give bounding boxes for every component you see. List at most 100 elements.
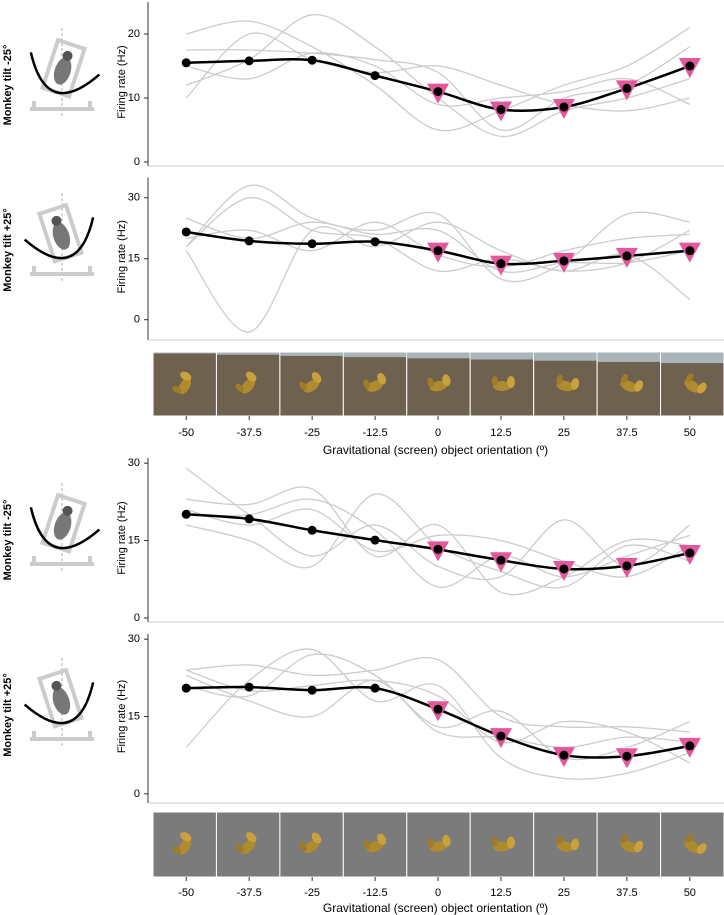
object-part bbox=[697, 843, 707, 854]
object-part bbox=[442, 374, 451, 387]
neuron-line bbox=[185, 184, 690, 283]
row-label: Monkey tilt -25° bbox=[2, 45, 14, 126]
x-tick-label: -37.5 bbox=[237, 887, 262, 899]
stimulus-sky bbox=[534, 352, 597, 361]
x-tick-label: -25 bbox=[304, 427, 320, 439]
row-label: Monkey tilt +25° bbox=[2, 673, 14, 757]
icon-monkey bbox=[52, 687, 71, 715]
icon-stand bbox=[30, 266, 94, 276]
x-tick-label: 50 bbox=[684, 887, 696, 899]
stimulus-object bbox=[172, 371, 192, 395]
data-point bbox=[559, 564, 569, 574]
x-tick-label: 25 bbox=[558, 427, 570, 439]
data-point bbox=[244, 56, 254, 66]
neuron-line bbox=[186, 653, 691, 761]
object-part bbox=[299, 842, 307, 851]
object-part bbox=[697, 382, 707, 394]
x-tick-label: 0 bbox=[435, 427, 441, 439]
y-tick-label: 10 bbox=[128, 92, 140, 104]
y-axis-label: Firing rate (Hz) bbox=[116, 680, 128, 753]
icon-chair bbox=[29, 492, 101, 554]
icon-arc bbox=[29, 52, 101, 95]
data-point bbox=[370, 683, 380, 693]
monkey-icon bbox=[23, 658, 95, 748]
object-part bbox=[685, 373, 694, 383]
object-part bbox=[556, 374, 563, 385]
monkey-icon bbox=[29, 28, 101, 118]
data-point bbox=[622, 83, 632, 93]
object-part bbox=[427, 377, 434, 388]
object-part bbox=[311, 372, 322, 383]
row-label: Monkey tilt -25° bbox=[2, 500, 14, 581]
data-point bbox=[433, 246, 443, 256]
object-part bbox=[570, 378, 580, 390]
object-part bbox=[235, 383, 244, 392]
stimulus-object bbox=[235, 371, 257, 394]
x-tick-label: 37.5 bbox=[616, 887, 637, 899]
object-part bbox=[570, 838, 580, 851]
object-part bbox=[634, 380, 644, 392]
icon-chair bbox=[23, 667, 95, 729]
data-point bbox=[685, 548, 695, 558]
data-point bbox=[370, 71, 380, 81]
data-point bbox=[559, 256, 569, 266]
neuron-line bbox=[186, 486, 690, 596]
neuron-line bbox=[186, 52, 691, 107]
object-part bbox=[366, 840, 384, 853]
object-part bbox=[634, 840, 644, 853]
neuron-line bbox=[185, 648, 691, 780]
stimulus-object bbox=[684, 833, 707, 854]
data-point bbox=[622, 561, 632, 571]
neuron-line bbox=[185, 467, 691, 581]
object-part bbox=[442, 834, 451, 847]
y-tick-label: 15 bbox=[128, 534, 140, 546]
data-point bbox=[244, 682, 254, 692]
object-part bbox=[178, 377, 191, 395]
stimulus-object bbox=[427, 834, 451, 852]
stimulus-sky bbox=[216, 352, 280, 355]
neuron-line bbox=[185, 674, 690, 749]
data-point bbox=[559, 750, 569, 760]
stimulus-sky bbox=[470, 352, 534, 360]
neuron-line bbox=[186, 669, 691, 764]
x-tick-label: 12.5 bbox=[490, 887, 511, 899]
neuron-line bbox=[185, 221, 691, 333]
data-point bbox=[370, 237, 380, 247]
x-tick-label: -50 bbox=[178, 427, 194, 439]
x-tick-label: 12.5 bbox=[490, 427, 511, 439]
object-part bbox=[621, 834, 628, 844]
neuron-line bbox=[186, 46, 691, 131]
data-point bbox=[496, 731, 506, 741]
icon-head bbox=[51, 215, 62, 226]
data-point bbox=[181, 227, 191, 237]
x-tick-label: -37.5 bbox=[237, 427, 262, 439]
icon-chair bbox=[29, 37, 101, 99]
data-point bbox=[307, 525, 317, 535]
object-part bbox=[303, 839, 320, 854]
stimulus-object bbox=[427, 374, 451, 392]
object-part bbox=[235, 844, 244, 853]
object-part bbox=[685, 833, 694, 843]
stimulus-sky bbox=[407, 352, 470, 359]
object-part bbox=[241, 378, 256, 394]
x-tick-label: 25 bbox=[558, 887, 570, 899]
object-part bbox=[246, 832, 257, 843]
icon-stand bbox=[30, 731, 94, 741]
object-part bbox=[246, 371, 257, 382]
data-point bbox=[622, 751, 632, 761]
y-tick-label: 0 bbox=[134, 612, 140, 624]
icon-chair bbox=[23, 202, 95, 264]
object-part bbox=[363, 840, 371, 850]
y-axis-label: Firing rate (Hz) bbox=[116, 501, 128, 574]
data-point bbox=[433, 704, 443, 714]
mean-line bbox=[186, 685, 691, 759]
neuron-line bbox=[185, 197, 691, 273]
stimulus-object bbox=[491, 376, 515, 391]
icon-monkey bbox=[53, 57, 72, 85]
y-axis-label: Firing rate (Hz) bbox=[116, 45, 128, 118]
object-part bbox=[491, 376, 498, 386]
data-point bbox=[307, 685, 317, 695]
data-point bbox=[181, 509, 191, 519]
data-point bbox=[244, 514, 254, 524]
data-point bbox=[433, 87, 443, 97]
